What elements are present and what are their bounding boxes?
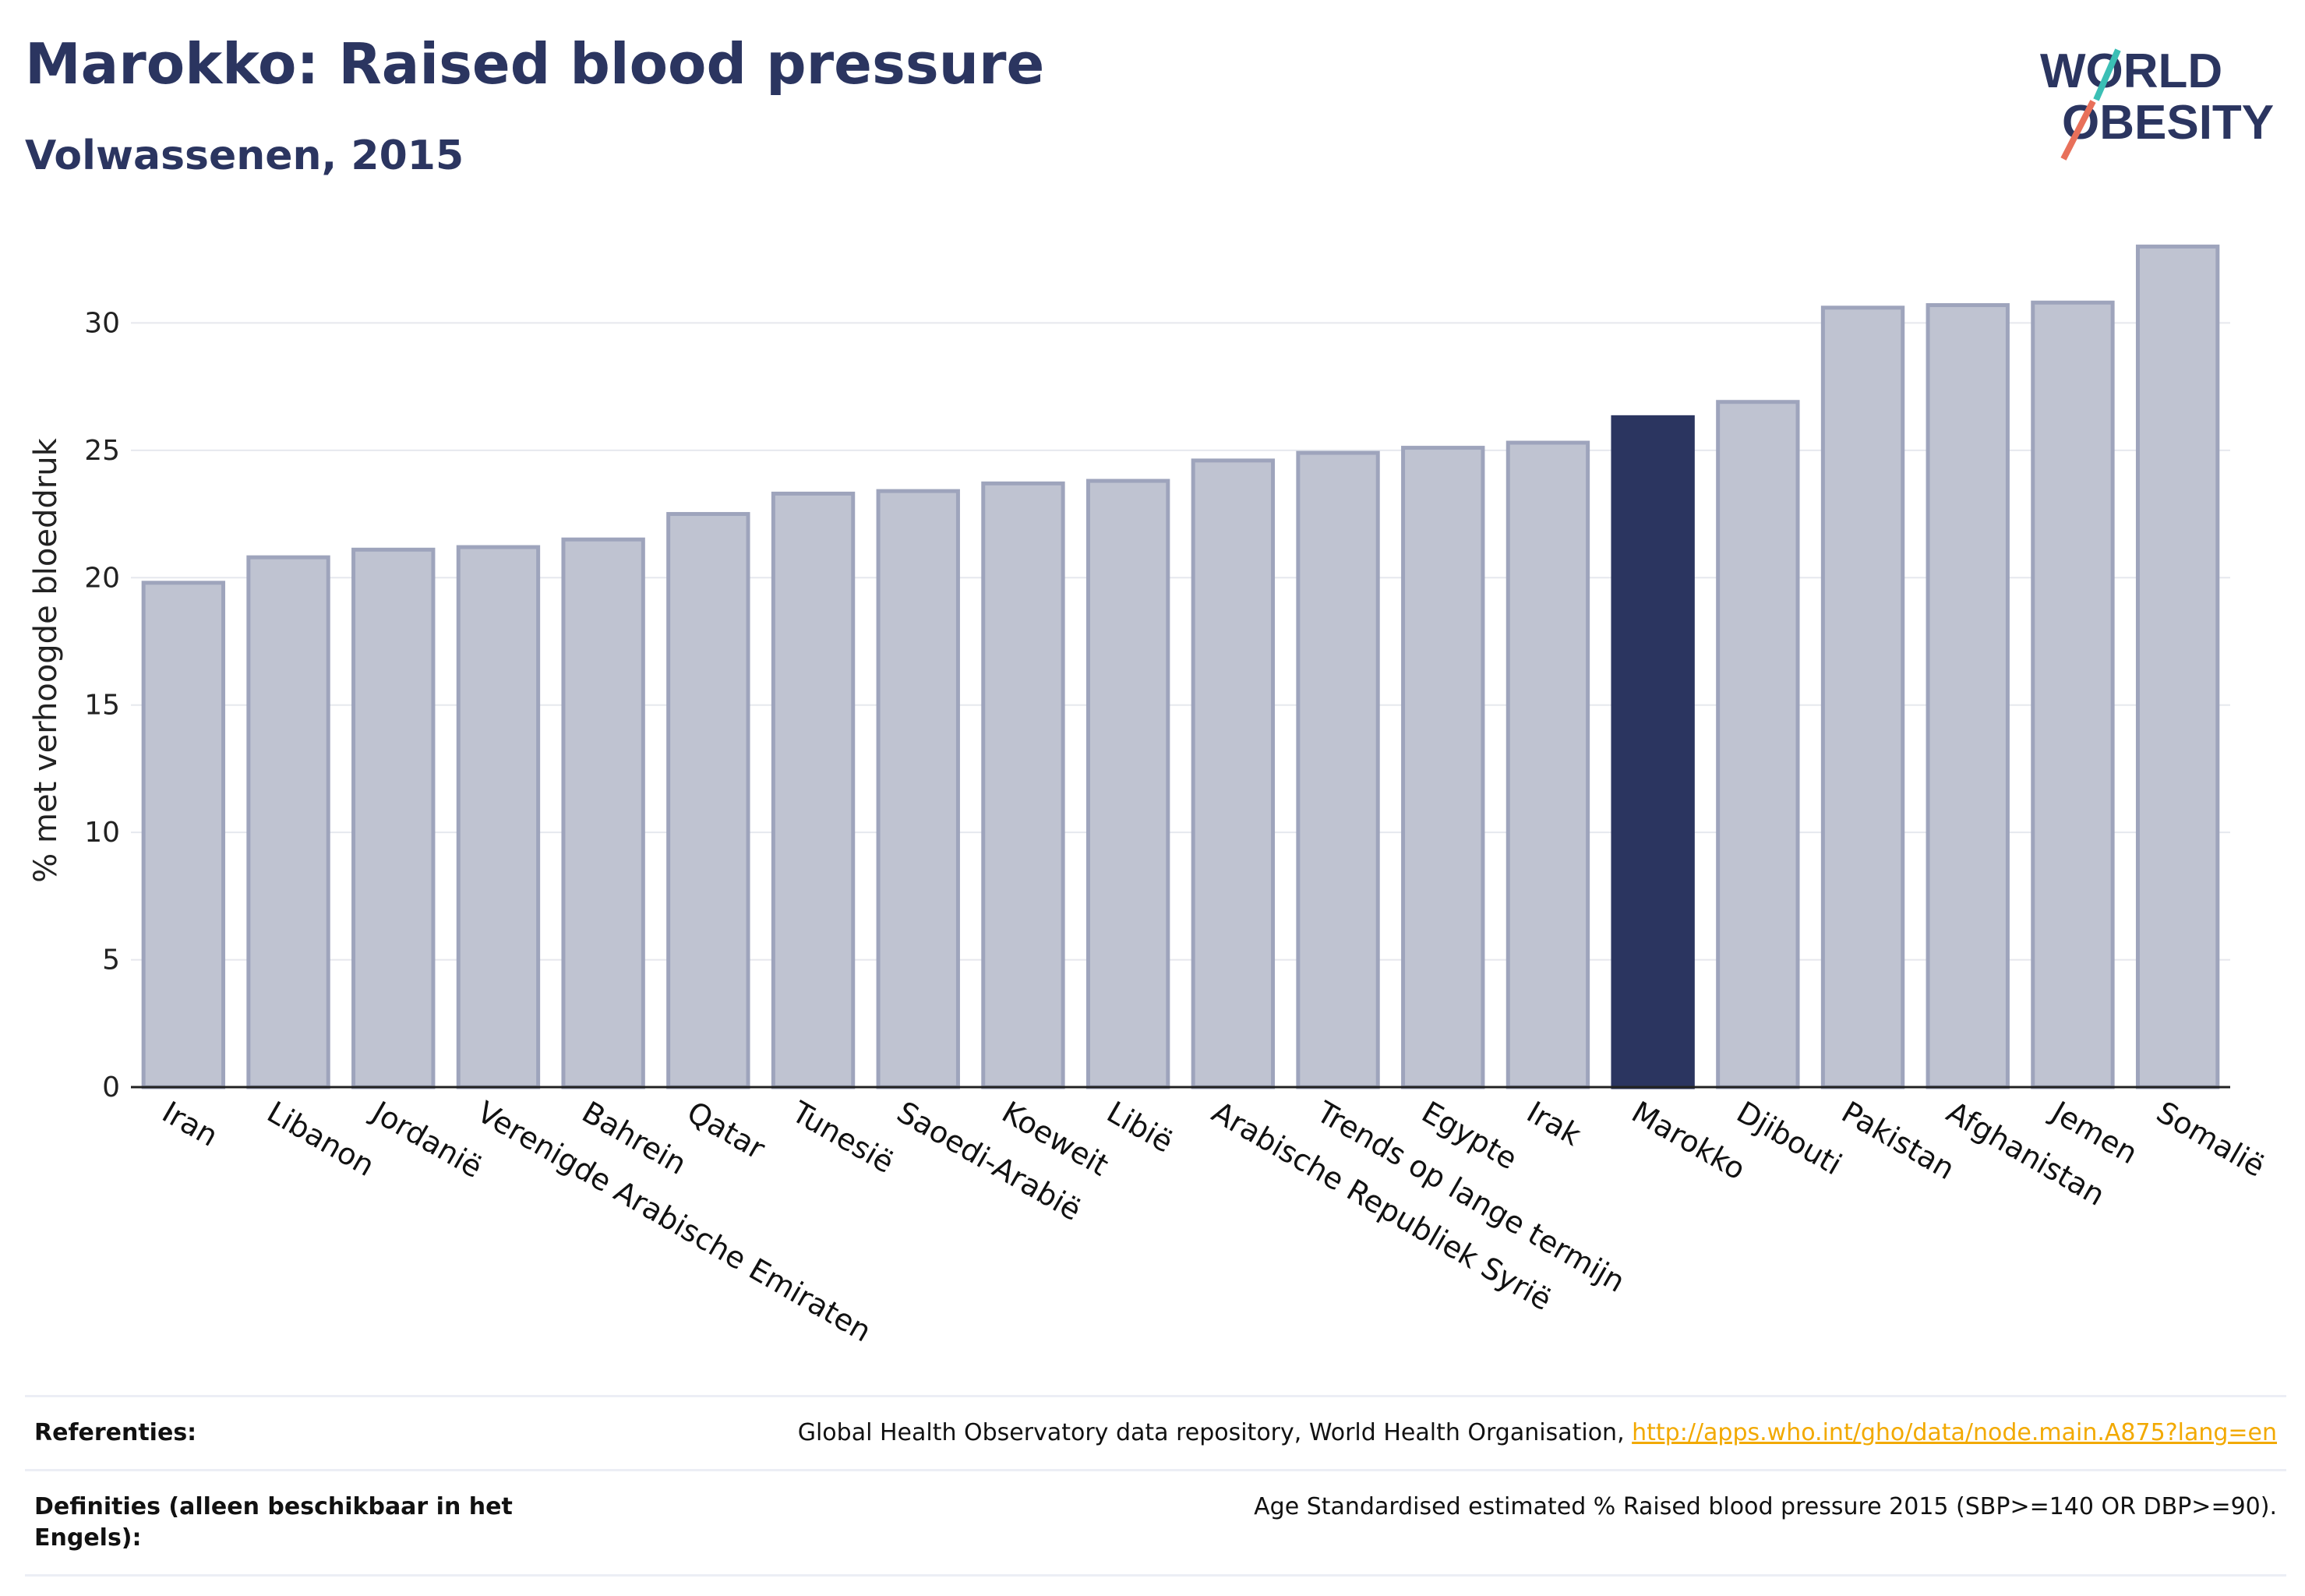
x-tick-label: Irak	[1521, 1095, 1587, 1153]
bar	[1505, 440, 1590, 1089]
y-tick-label: 25	[84, 435, 120, 467]
x-tick-label: Libië	[1101, 1095, 1179, 1160]
world-obesity-logo: WORLD OBESITY	[2040, 44, 2274, 161]
references-row: Referenties: Global Health Observatory d…	[25, 1395, 2286, 1469]
y-tick-label: 5	[102, 945, 120, 976]
references-value: Global Health Observatory data repositor…	[798, 1418, 2277, 1449]
bar	[1716, 400, 1800, 1089]
bar	[981, 481, 1065, 1089]
references-label: Referenties:	[34, 1419, 197, 1446]
bar	[351, 547, 436, 1089]
logo-line-1: WORLD	[2040, 44, 2222, 98]
chart-title: Marokko: Raised blood pressure	[25, 31, 1045, 97]
x-tick-label: Somalië	[2151, 1095, 2271, 1184]
bar	[456, 545, 541, 1089]
bar	[1926, 303, 2010, 1089]
bar	[2135, 244, 2220, 1089]
x-tick-label: Pakistan	[1836, 1095, 1961, 1187]
logo-line-2: OBESITY	[2062, 96, 2274, 150]
definitions-value: Age Standardised estimated % Raised bloo…	[1254, 1493, 2277, 1520]
bar	[246, 555, 330, 1089]
references-table: Referenties: Global Health Observatory d…	[25, 1395, 2286, 1577]
x-tick-label: Qatar	[681, 1095, 771, 1167]
x-tick-label: Jordanië	[365, 1094, 489, 1185]
logo-slash-coral	[2060, 100, 2096, 161]
y-tick-label: 0	[102, 1072, 120, 1103]
bar	[876, 489, 960, 1089]
definitions-label: Definities (alleen beschikbaar in het En…	[34, 1493, 513, 1552]
y-tick-label: 30	[84, 307, 120, 339]
bar	[1820, 305, 1905, 1089]
definitions-row: Definities (alleen beschikbaar in het En…	[25, 1469, 2286, 1577]
bar	[666, 512, 750, 1089]
logo-slash-teal	[2093, 48, 2121, 101]
x-tick-label: Marokko	[1626, 1095, 1752, 1187]
bar-chart: 0 5 10 15 20 25 30 % met verhoogde bloeddruk Ira…	[28, 244, 2271, 1349]
x-tick-label: Tunesië	[785, 1094, 899, 1180]
bar	[1401, 446, 1485, 1089]
bar	[1296, 450, 1380, 1089]
bar	[561, 537, 645, 1089]
references-link[interactable]: http://apps.who.int/gho/data/node.main.A…	[1632, 1419, 2277, 1446]
bar	[771, 491, 856, 1089]
bar	[2031, 300, 2115, 1089]
x-tick-label: Libanon	[262, 1095, 380, 1183]
chart-subtitle: Volwassenen, 2015	[25, 132, 464, 179]
x-tick-label: Saoedi-Arabië	[891, 1095, 1087, 1227]
bar	[141, 581, 226, 1089]
y-tick-label: 15	[84, 690, 120, 722]
y-tick-label: 10	[84, 817, 120, 849]
y-axis-label: % met verhoogde bloeddruk	[28, 437, 64, 882]
y-tick-label: 20	[84, 562, 120, 594]
x-tick-label: Djibouti	[1731, 1095, 1848, 1182]
bar-highlight	[1611, 415, 1695, 1089]
bar	[1191, 458, 1276, 1089]
bar	[1085, 478, 1170, 1089]
x-tick-label: Iran	[157, 1095, 224, 1153]
references-text: Global Health Observatory data repositor…	[797, 1419, 1633, 1446]
